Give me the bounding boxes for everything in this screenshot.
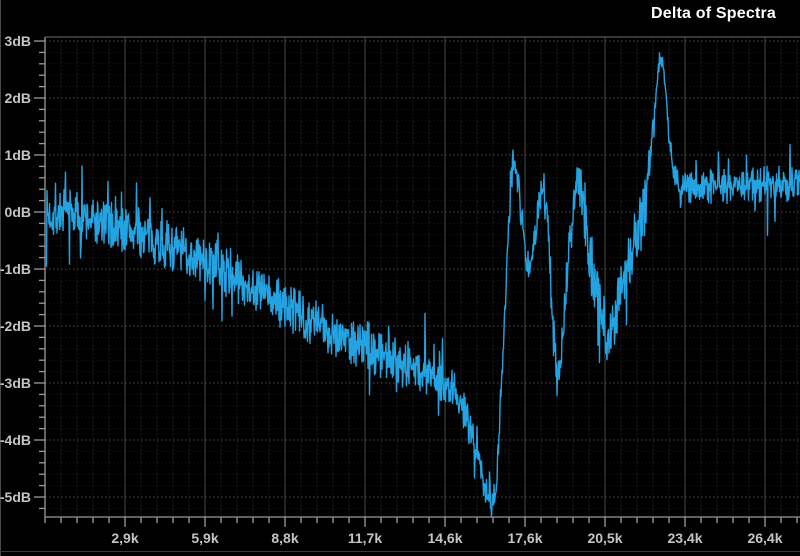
x-tick-label: 5,9k <box>191 530 218 546</box>
x-tick-label: 14,6k <box>427 530 462 546</box>
y-tick-label: -1dB <box>0 261 31 277</box>
y-tick-label: 1dB <box>5 147 31 163</box>
plot-area[interactable] <box>45 37 800 517</box>
x-tick-label: 2,9k <box>111 530 138 546</box>
x-tick-label: 17,6k <box>507 530 542 546</box>
y-tick-label: -3dB <box>0 375 31 391</box>
delta-trace <box>45 52 800 517</box>
chart-title: Delta of Spectra <box>650 5 776 22</box>
y-tick-label: -5dB <box>0 489 31 505</box>
x-tick-label: 20,5k <box>587 530 622 546</box>
x-tick-label: 11,7k <box>348 530 382 546</box>
x-tick-label: 26,4k <box>747 530 782 546</box>
y-tick-label: 2dB <box>5 90 31 106</box>
y-tick-label: 0dB <box>5 204 31 220</box>
y-tick-label: 3dB <box>5 33 31 49</box>
x-tick-label: 23,4k <box>667 530 702 546</box>
y-tick-label: -2dB <box>0 318 31 334</box>
y-tick-label: -4dB <box>0 432 31 448</box>
x-tick-label: 8,8k <box>271 530 298 546</box>
